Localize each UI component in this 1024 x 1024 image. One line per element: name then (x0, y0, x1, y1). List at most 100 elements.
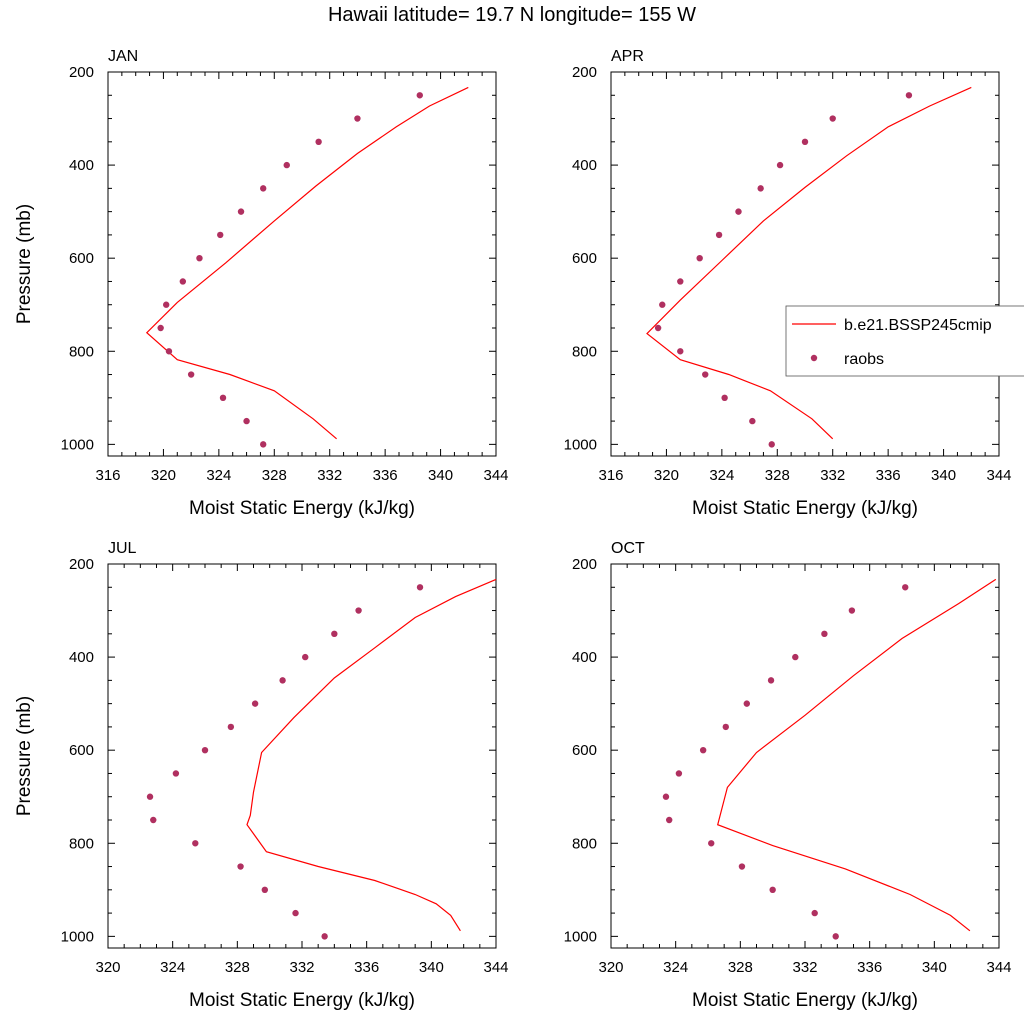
data-point-raobs (416, 92, 423, 99)
data-point-raobs (749, 417, 756, 425)
panel-label: JAN (108, 48, 138, 65)
legend-label-raobs: raobs (844, 351, 884, 368)
panel-oct: 320 324 328 332 336 340 344 200 400 600 800 1000 OCT… (564, 540, 1012, 1011)
data-point-raobs (829, 115, 836, 122)
data-point-raobs (675, 770, 683, 777)
x-tick-label: 340 (419, 959, 444, 976)
panel-label: OCT (611, 540, 645, 557)
y-tick-label: 800 (572, 835, 597, 852)
panel-label: JUL (108, 540, 137, 557)
data-point-raobs (302, 653, 309, 661)
series-line-model (646, 86, 972, 440)
figure-title: Hawaii latitude= 19.7 N longitude= 155 W (327, 4, 696, 26)
data-point-raobs (769, 886, 776, 894)
x-tick-label: 344 (483, 959, 508, 976)
y-tick-label: 200 (69, 556, 94, 573)
y-tick-label: 800 (69, 835, 94, 852)
data-point-raobs (260, 441, 267, 448)
plot-frame (107, 71, 497, 457)
data-point-raobs (666, 816, 673, 824)
data-point-raobs (776, 161, 784, 169)
x-tick-label: 316 (95, 467, 120, 484)
series-line-model (145, 86, 469, 440)
data-point-raobs (696, 254, 703, 262)
data-point-raobs (832, 933, 839, 940)
data-point-raobs (283, 161, 290, 169)
data-point-raobs (416, 584, 424, 591)
data-point-raobs (708, 840, 715, 847)
y-tick-label: 400 (69, 649, 94, 666)
y-axis-label: Pressure (mb) (14, 696, 35, 816)
x-tick-label: 336 (876, 467, 901, 484)
data-point-raobs (237, 863, 244, 870)
x-tick-label: 324 (663, 959, 688, 976)
y-tick-label: 1000 (564, 436, 597, 453)
x-tick-label: 332 (820, 467, 845, 484)
x-tick-label: 320 (151, 467, 176, 484)
data-point-raobs (767, 677, 775, 684)
x-axis-label: Moist Static Energy (kJ/kg) (189, 498, 415, 519)
data-point-raobs (721, 394, 728, 402)
x-axis-label: Moist Static Energy (kJ/kg) (692, 990, 918, 1011)
data-point-raobs (187, 371, 195, 378)
x-tick-label: 324 (206, 467, 231, 484)
data-point-raobs (192, 840, 199, 847)
x-tick-label: 320 (95, 959, 120, 976)
x-tick-label: 336 (373, 467, 398, 484)
data-point-raobs (146, 793, 154, 800)
y-tick-label: 600 (572, 742, 597, 759)
y-tick-label: 800 (572, 343, 597, 360)
series-line-model (246, 578, 497, 932)
plot-frame (610, 563, 1000, 949)
data-point-raobs (331, 630, 338, 638)
x-axis-label: Moist Static Energy (kJ/kg) (189, 990, 415, 1011)
data-point-raobs (355, 607, 362, 614)
x-tick-label: 328 (225, 959, 250, 976)
legend-box (785, 305, 1024, 377)
x-tick-label: 344 (483, 467, 508, 484)
x-tick-label: 328 (262, 467, 287, 484)
data-point-raobs (260, 185, 267, 192)
data-point-raobs (905, 92, 913, 99)
y-tick-label: 800 (69, 343, 94, 360)
x-tick-label: 328 (728, 959, 753, 976)
plot-frame (107, 563, 497, 949)
legend: b.e21.BSSP245cmip raobs (785, 305, 1024, 377)
x-tick-label: 336 (354, 959, 379, 976)
x-tick-label: 320 (598, 959, 623, 976)
y-tick-label: 1000 (61, 436, 94, 453)
data-point-raobs (677, 278, 684, 285)
data-point-raobs (243, 417, 250, 425)
y-axis-label: Pressure (mb) (14, 204, 35, 324)
data-point-raobs (227, 723, 235, 731)
data-point-raobs (743, 700, 750, 707)
x-tick-label: 344 (986, 467, 1011, 484)
data-point-raobs (315, 138, 322, 146)
x-tick-label: 340 (428, 467, 453, 484)
data-point-raobs (715, 231, 723, 239)
panel-jan: 316 320 324 328 332 336 340 344 200 400 600 800 1000… (14, 48, 509, 519)
data-point-raobs (662, 793, 670, 800)
data-point-raobs (792, 653, 799, 661)
panel-jul: 320 324 328 332 336 340 344 200 400 600 800 1000 JUL… (14, 540, 509, 1011)
x-tick-label: 320 (654, 467, 679, 484)
x-tick-label: 340 (931, 467, 956, 484)
data-point-raobs (261, 886, 269, 894)
legend-label-model: b.e21.BSSP245cmip (844, 317, 992, 334)
data-point-raobs (172, 770, 180, 777)
x-tick-label: 332 (792, 959, 817, 976)
data-point-raobs (722, 723, 729, 731)
x-tick-label: 344 (986, 959, 1011, 976)
data-point-raobs (163, 301, 170, 308)
data-point-raobs (699, 746, 707, 754)
data-point-raobs (757, 185, 764, 192)
data-point-raobs (848, 607, 856, 614)
data-point-raobs (292, 909, 299, 917)
y-tick-label: 600 (69, 742, 94, 759)
y-tick-label: 1000 (61, 928, 94, 945)
y-tick-label: 400 (572, 157, 597, 174)
data-point-raobs (279, 677, 286, 684)
x-tick-label: 316 (598, 467, 623, 484)
data-point-raobs (811, 909, 818, 917)
